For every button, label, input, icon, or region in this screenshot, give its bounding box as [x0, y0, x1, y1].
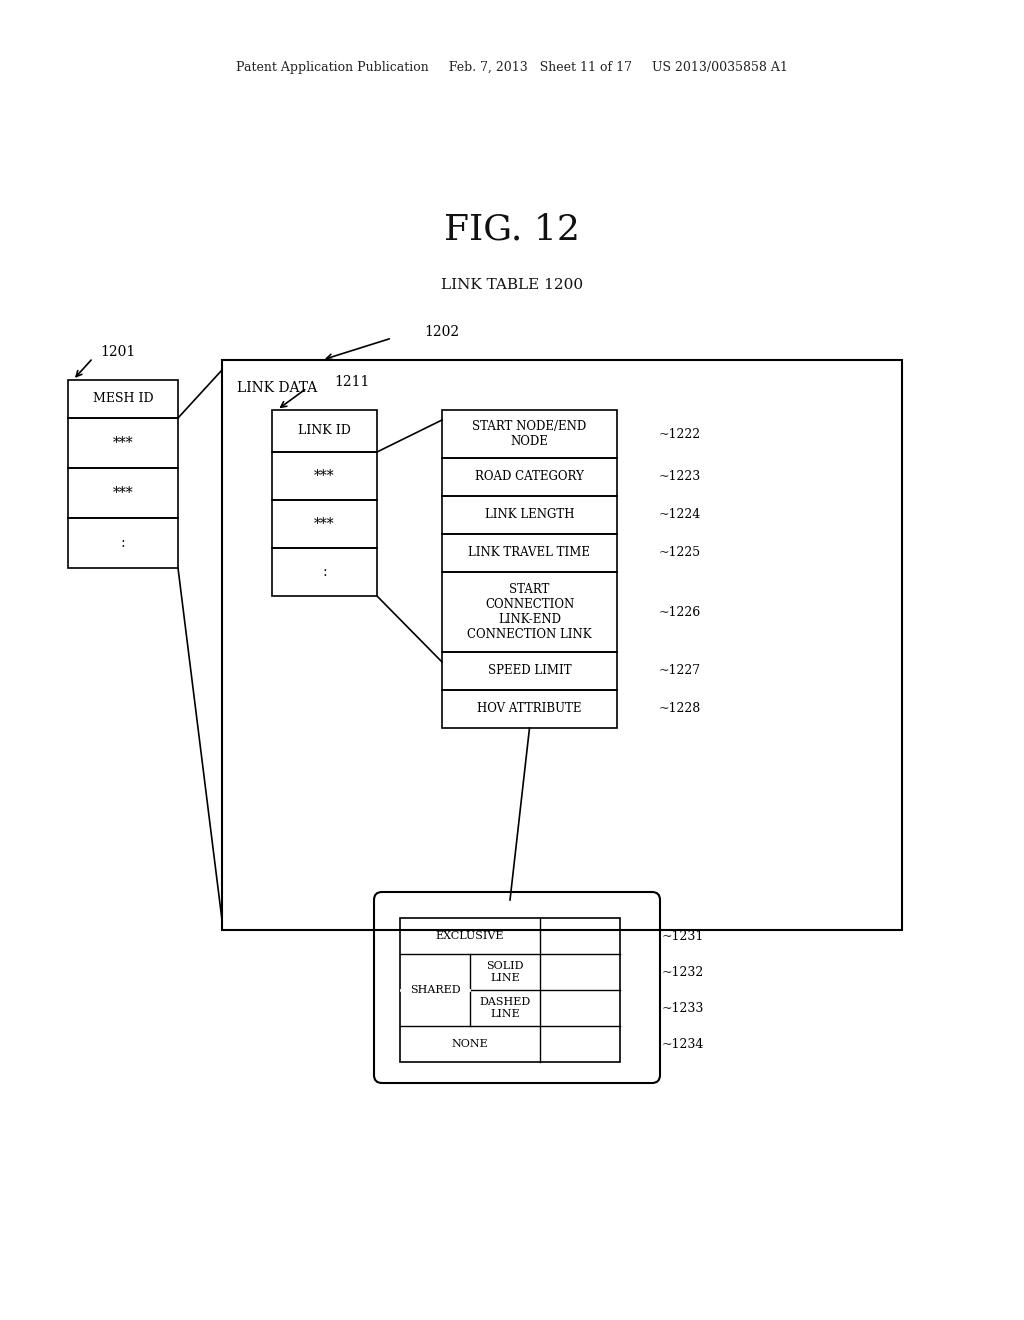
Text: HOV ATTRIBUTE: HOV ATTRIBUTE	[477, 702, 582, 715]
Text: DASHED
LINE: DASHED LINE	[479, 997, 530, 1019]
Text: ~1224: ~1224	[659, 508, 701, 521]
Text: LINK DATA: LINK DATA	[237, 381, 317, 395]
Text: SOLID
LINE: SOLID LINE	[486, 961, 523, 983]
Text: LINK ID: LINK ID	[298, 425, 351, 437]
Text: ~1222: ~1222	[659, 428, 701, 441]
Text: START NODE/END
NODE: START NODE/END NODE	[472, 420, 587, 447]
Text: ~1232: ~1232	[662, 965, 705, 978]
Bar	[272, 451, 377, 500]
Text: :: :	[121, 536, 125, 550]
Text: ***: ***	[314, 469, 335, 483]
Bar	[442, 458, 617, 496]
Bar	[442, 496, 617, 535]
Bar	[442, 572, 617, 652]
Text: ***: ***	[113, 436, 133, 450]
Text: 1202: 1202	[424, 325, 460, 339]
Text: Patent Application Publication     Feb. 7, 2013   Sheet 11 of 17     US 2013/003: Patent Application Publication Feb. 7, 2…	[237, 62, 787, 74]
Text: LINK TRAVEL TIME: LINK TRAVEL TIME	[469, 546, 591, 560]
Bar	[442, 411, 617, 458]
Bar	[442, 535, 617, 572]
Text: ~1227: ~1227	[659, 664, 701, 677]
Text: ~1223: ~1223	[659, 470, 701, 483]
Bar	[442, 652, 617, 690]
Bar	[68, 517, 178, 568]
Text: ***: ***	[314, 517, 335, 531]
Bar	[272, 411, 377, 451]
Bar	[400, 917, 620, 1063]
Bar	[272, 500, 377, 548]
Text: LINK LENGTH: LINK LENGTH	[484, 508, 574, 521]
Text: START
CONNECTION
LINK-END
CONNECTION LINK: START CONNECTION LINK-END CONNECTION LIN…	[467, 583, 592, 642]
Bar	[272, 548, 377, 597]
Text: ***: ***	[113, 486, 133, 500]
Bar	[68, 418, 178, 469]
Text: MESH ID: MESH ID	[93, 392, 154, 405]
Text: 1201: 1201	[100, 345, 135, 359]
Text: ~1233: ~1233	[662, 1002, 705, 1015]
Bar	[68, 469, 178, 517]
Text: ~1226: ~1226	[659, 606, 701, 619]
Text: ~1231: ~1231	[662, 929, 705, 942]
Text: ROAD CATEGORY: ROAD CATEGORY	[475, 470, 584, 483]
Text: FIG. 12: FIG. 12	[444, 213, 580, 247]
Text: SHARED: SHARED	[410, 985, 461, 995]
Text: ~1234: ~1234	[662, 1038, 705, 1051]
Bar	[222, 360, 902, 931]
Text: ~1225: ~1225	[659, 546, 701, 560]
Text: LINK TABLE 1200: LINK TABLE 1200	[441, 279, 583, 292]
Text: NONE: NONE	[452, 1039, 488, 1049]
Bar	[68, 380, 178, 418]
Text: :: :	[323, 565, 327, 579]
Text: ~1228: ~1228	[659, 702, 701, 715]
Text: EXCLUSIVE: EXCLUSIVE	[436, 931, 504, 941]
Text: 1211: 1211	[334, 375, 370, 389]
Text: SPEED LIMIT: SPEED LIMIT	[487, 664, 571, 677]
Bar	[442, 690, 617, 729]
